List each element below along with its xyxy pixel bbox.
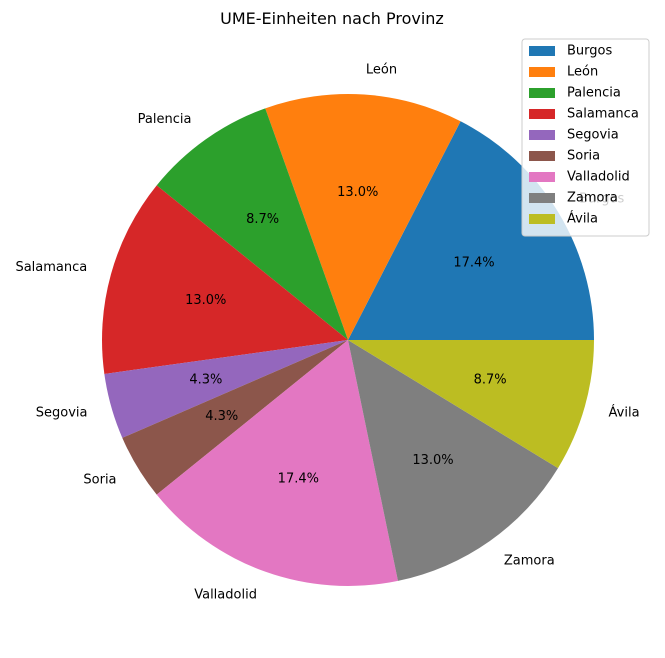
pie-slice-avila — [348, 340, 594, 469]
pie-slice-segovia — [104, 340, 348, 438]
legend-label-palencia: Palencia — [567, 86, 621, 101]
legend-swatch-segovia — [529, 130, 555, 140]
slice-label-valladolid: Valladolid — [194, 587, 257, 602]
legend-swatch-valladolid — [529, 172, 555, 182]
legend-swatch-soria — [529, 151, 555, 161]
pie-slice-palencia — [156, 108, 348, 340]
pie-slice-valladolid — [156, 340, 398, 586]
percent-label-leon: 13.0% — [337, 185, 378, 200]
legend-label-leon: León — [567, 65, 598, 80]
pie-slices — [102, 93, 594, 586]
pie-slice-leon — [265, 93, 461, 341]
percent-label-avila: 8.7% — [474, 372, 507, 387]
percent-label-segovia: 4.3% — [189, 372, 222, 387]
pie-slice-salamanca — [102, 185, 348, 374]
legend-swatch-zamora — [529, 193, 555, 203]
slice-label-soria: Soria — [83, 473, 116, 488]
chart-title: UME-Einheiten nach Provinz — [220, 9, 444, 28]
legend-swatch-burgos — [529, 46, 555, 56]
percent-label-salamanca: 13.0% — [185, 293, 226, 308]
slice-label-segovia: Segovia — [36, 406, 88, 421]
legend-label-burgos: Burgos — [567, 44, 612, 59]
percent-label-burgos: 17.4% — [453, 256, 494, 271]
pie-slice-burgos — [348, 121, 594, 341]
legend-label-soria: Soria — [567, 149, 600, 164]
legend-swatch-leon — [529, 67, 555, 77]
percent-label-palencia: 8.7% — [246, 212, 279, 227]
percent-labels: 17.4% 13.0% 8.7% 13.0% 4.3% 4.3% 17.4% 13.0% 8.7… — [185, 185, 506, 486]
pie-slice-soria — [122, 340, 348, 495]
slice-label-salamanca: Salamanca — [15, 260, 87, 275]
percent-label-soria: 4.3% — [205, 409, 238, 424]
slice-label-leon: León — [366, 62, 397, 77]
legend-label-salamanca: Salamanca — [567, 107, 639, 122]
percent-label-valladolid: 17.4% — [278, 472, 319, 487]
slice-label-avila: Ávila — [609, 405, 640, 421]
slice-label-zamora: Zamora — [504, 554, 555, 569]
legend-swatch-avila — [529, 214, 555, 224]
legend: Burgos León Palencia Salamanca Segovia Soria V… — [521, 38, 650, 237]
legend-label-avila: Ávila — [567, 211, 598, 227]
slice-label-palencia: Palencia — [138, 112, 192, 127]
legend-swatch-palencia — [529, 88, 555, 98]
percent-label-zamora: 13.0% — [412, 453, 453, 468]
legend-swatch-salamanca — [529, 109, 555, 119]
pie-slice-zamora — [348, 340, 559, 581]
legend-label-valladolid: Valladolid — [567, 170, 630, 185]
legend-label-segovia: Segovia — [567, 128, 619, 143]
legend-label-zamora: Zamora — [567, 191, 618, 206]
